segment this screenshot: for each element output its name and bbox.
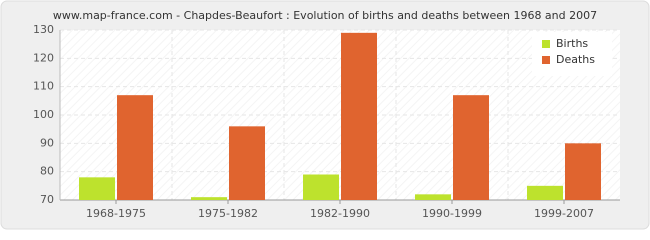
y-tick-label: 80 (40, 165, 54, 178)
bar (527, 185, 563, 200)
chart-title: www.map-france.com - Chapdes-Beaufort : … (53, 9, 597, 22)
legend-swatch (542, 40, 550, 48)
x-tick-label: 1975-1982 (198, 207, 258, 220)
bar (229, 126, 265, 200)
legend-swatch (542, 56, 550, 64)
y-tick-label: 120 (33, 51, 54, 64)
legend-label: Deaths (556, 53, 595, 66)
bar (565, 143, 601, 200)
bar (453, 95, 489, 200)
y-tick-label: 110 (33, 80, 54, 93)
legend-box (532, 32, 612, 76)
legend-label: Births (556, 37, 588, 50)
y-tick-label: 90 (40, 136, 54, 149)
bar (303, 174, 339, 200)
bar (79, 177, 115, 200)
bar (415, 194, 451, 200)
bar (117, 95, 153, 200)
y-tick-label: 130 (33, 23, 54, 36)
y-tick-label: 70 (40, 193, 54, 206)
x-tick-label: 1990-1999 (422, 207, 482, 220)
chart: www.map-france.com - Chapdes-Beaufort : … (0, 0, 650, 230)
bar (191, 197, 227, 200)
bar (341, 32, 377, 201)
y-tick-label: 100 (33, 108, 54, 121)
x-tick-label: 1982-1990 (310, 207, 370, 220)
x-tick-label: 1999-2007 (534, 207, 594, 220)
x-tick-label: 1968-1975 (86, 207, 146, 220)
